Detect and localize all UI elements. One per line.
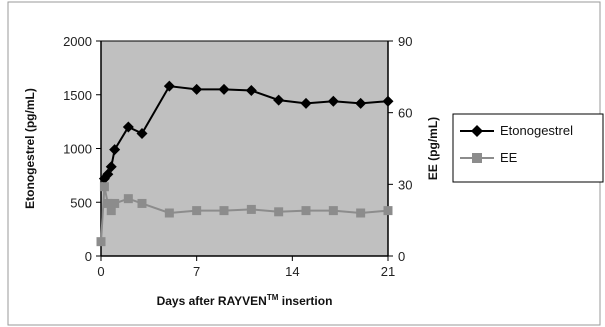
data-point-ee [301, 206, 311, 216]
x-tick-label: 0 [97, 264, 104, 279]
y2-tick-label: 30 [398, 177, 412, 192]
legend-box [452, 113, 604, 183]
data-point-ee [219, 206, 229, 216]
data-point-ee [274, 207, 284, 217]
y2-tick-label: 60 [398, 106, 412, 121]
y2-tick-label: 90 [398, 34, 412, 49]
y-tick-label: 1500 [63, 88, 92, 103]
y-tick-label: 500 [70, 195, 92, 210]
data-point-ee [110, 198, 120, 208]
x-tick-label: 21 [381, 264, 395, 279]
data-point-etonogestrel [327, 95, 339, 107]
data-point-ee [96, 237, 106, 247]
data-point-etonogestrel [300, 97, 312, 109]
data-point-ee [123, 194, 133, 204]
x-axis-title-main: Days after RAYVEN [157, 294, 267, 308]
data-point-etonogestrel [109, 144, 121, 156]
data-point-ee [164, 208, 174, 218]
data-point-ee [103, 198, 113, 208]
y-axis-title: Etonogestrel (pg/mL) [23, 88, 37, 209]
data-point-ee [383, 206, 393, 216]
x-axis-title: Days after RAYVENTM insertion [157, 293, 333, 308]
plot-area [100, 40, 389, 257]
data-point-ee [99, 182, 109, 192]
data-point-etonogestrel [382, 95, 394, 107]
data-point-ee [106, 206, 116, 216]
series-layer [96, 80, 394, 247]
data-point-etonogestrel [245, 84, 257, 96]
x-tick-label: 7 [193, 264, 200, 279]
data-point-ee [328, 206, 338, 216]
x-axis-title-superscript: TM [267, 293, 279, 302]
x-axis-title-suffix: insertion [278, 294, 332, 308]
y-tick-label: 0 [85, 249, 92, 264]
data-point-etonogestrel [136, 127, 148, 139]
legend-marker-ee [472, 153, 482, 163]
y-tick-label: 1000 [63, 142, 92, 157]
data-point-ee [192, 206, 202, 216]
legend-label-ee: EE [500, 150, 518, 165]
legend: Etonogestrel EE [452, 113, 604, 183]
x-tick-label: 14 [285, 264, 299, 279]
y2-tick-label: 0 [398, 249, 405, 264]
data-point-ee [137, 198, 147, 208]
legend-label-etonogestrel: Etonogestrel [500, 123, 573, 138]
data-point-ee [246, 204, 256, 214]
legend-marker-etonogestrel [471, 125, 483, 137]
data-point-ee [356, 208, 366, 218]
data-point-etonogestrel [105, 161, 117, 173]
y2-axis-title: EE (pg/mL) [426, 117, 440, 180]
legend-entry-ee: EE [460, 150, 518, 165]
data-point-etonogestrel [273, 94, 285, 106]
data-point-etonogestrel [355, 97, 367, 109]
data-point-etonogestrel [191, 83, 203, 95]
data-point-etonogestrel [163, 80, 175, 92]
legend-entry-etonogestrel: Etonogestrel [460, 123, 573, 138]
y-tick-label: 2000 [63, 34, 92, 49]
data-point-etonogestrel [218, 83, 230, 95]
axes: 0 500 1000 1500 2000 0 30 60 90 0 7 14 21 [63, 34, 412, 279]
data-point-etonogestrel [122, 121, 134, 133]
